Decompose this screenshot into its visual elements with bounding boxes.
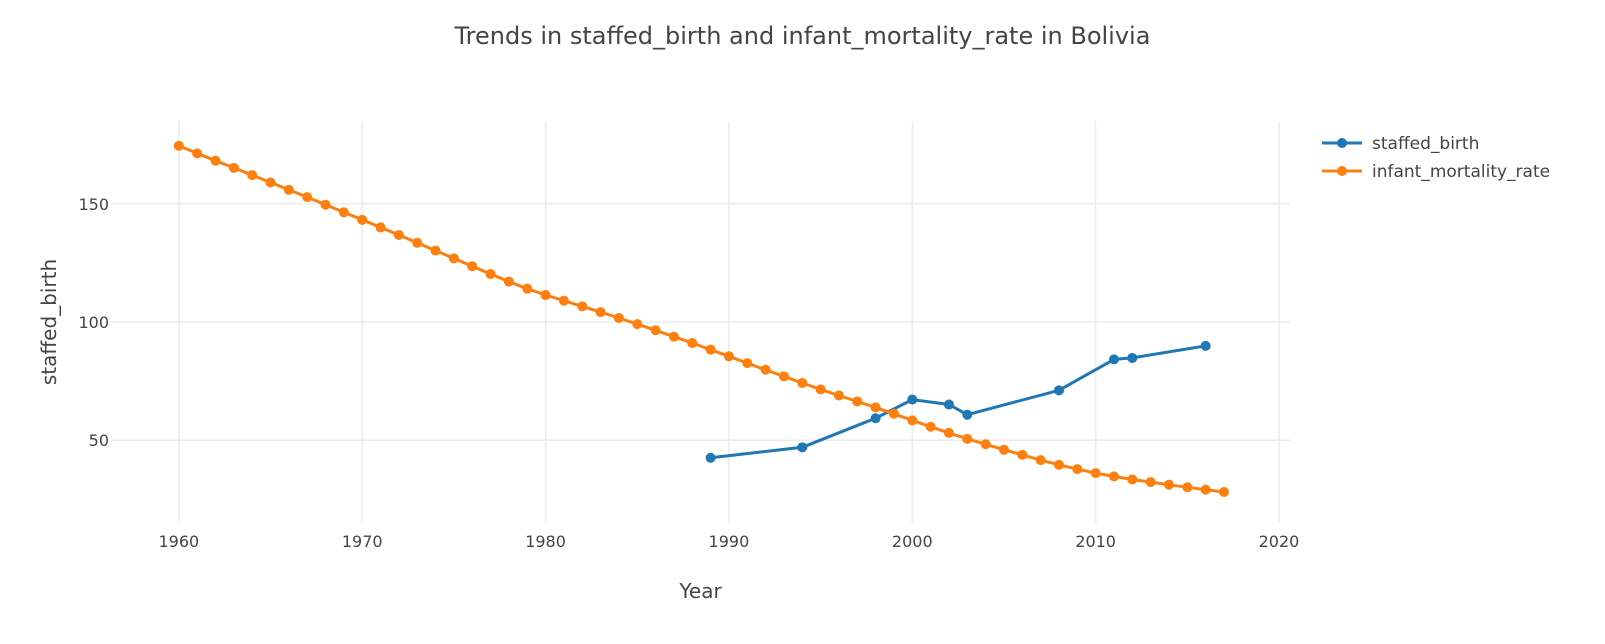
data-point[interactable]	[650, 325, 661, 336]
data-point[interactable]	[228, 162, 239, 173]
data-point[interactable]	[632, 319, 643, 330]
data-point[interactable]	[907, 394, 918, 405]
legend-item[interactable]: staffed_birth	[1322, 134, 1479, 154]
data-point[interactable]	[962, 433, 973, 444]
data-point[interactable]	[302, 192, 313, 203]
legend-item[interactable]: infant_mortality_rate	[1322, 162, 1550, 182]
data-point[interactable]	[1072, 464, 1083, 475]
data-point[interactable]	[430, 245, 441, 256]
data-point[interactable]	[980, 439, 991, 450]
data-point[interactable]	[467, 261, 478, 272]
series-staffed_birth	[705, 340, 1211, 463]
data-point[interactable]	[192, 148, 203, 159]
data-point[interactable]	[613, 312, 624, 323]
data-point[interactable]	[852, 396, 863, 407]
data-point[interactable]	[1053, 385, 1064, 396]
data-point[interactable]	[595, 307, 606, 318]
data-point[interactable]	[1218, 487, 1229, 498]
data-point[interactable]	[375, 222, 386, 233]
y-tick-label: 150	[78, 195, 109, 214]
legend-label: infant_mortality_rate	[1372, 162, 1550, 182]
data-point[interactable]	[503, 276, 514, 287]
data-point[interactable]	[1127, 352, 1138, 363]
data-point[interactable]	[962, 409, 973, 420]
data-point[interactable]	[943, 427, 954, 438]
data-point[interactable]	[888, 408, 899, 419]
tick-labels: 1960 1970 1980 1990 2000 2010 2020 50 100 150	[78, 195, 1299, 551]
data-point[interactable]	[485, 268, 496, 279]
data-point[interactable]	[1108, 354, 1119, 365]
data-point[interactable]	[1090, 468, 1101, 479]
data-point[interactable]	[173, 140, 184, 151]
data-point[interactable]	[338, 207, 349, 218]
series	[173, 140, 1229, 498]
chart-title: Trends in staffed_birth and infant_morta…	[454, 22, 1151, 50]
data-point[interactable]	[742, 358, 753, 369]
x-tick-label: 1960	[158, 532, 199, 551]
data-point[interactable]	[907, 415, 918, 426]
legend[interactable]: staffed_birth infant_mortality_rate	[1322, 134, 1550, 182]
data-point[interactable]	[778, 371, 789, 382]
data-point[interactable]	[870, 402, 881, 413]
legend-marker	[1337, 166, 1347, 176]
data-point[interactable]	[393, 229, 404, 240]
data-point[interactable]	[815, 384, 826, 395]
data-point[interactable]	[577, 301, 588, 312]
data-point[interactable]	[833, 390, 844, 401]
x-tick-label: 1990	[709, 532, 750, 551]
data-point[interactable]	[998, 444, 1009, 455]
data-point[interactable]	[1182, 482, 1193, 493]
x-tick-label: 2010	[1075, 532, 1116, 551]
series-infant_mortality_rate	[173, 140, 1229, 498]
data-point[interactable]	[1017, 449, 1028, 460]
x-tick-label: 2020	[1259, 532, 1300, 551]
data-point[interactable]	[522, 283, 533, 294]
data-point[interactable]	[1200, 340, 1211, 351]
data-point[interactable]	[412, 237, 423, 248]
legend-marker	[1337, 138, 1347, 148]
data-point[interactable]	[448, 253, 459, 264]
data-point[interactable]	[357, 214, 368, 225]
data-point[interactable]	[540, 290, 551, 301]
data-point[interactable]	[320, 199, 331, 210]
data-point[interactable]	[797, 378, 808, 389]
x-tick-label: 1970	[342, 532, 383, 551]
y-axis-title: staffed_birth	[37, 259, 61, 385]
data-point[interactable]	[1108, 471, 1119, 482]
y-tick-label: 50	[89, 431, 109, 450]
data-point[interactable]	[760, 364, 771, 375]
series-line	[178, 144, 1225, 494]
data-point[interactable]	[687, 338, 698, 349]
data-point[interactable]	[1163, 479, 1174, 490]
data-point[interactable]	[1127, 474, 1138, 485]
data-point[interactable]	[797, 442, 808, 453]
data-point[interactable]	[210, 155, 221, 166]
x-axis-title: Year	[678, 579, 722, 603]
legend-label: staffed_birth	[1372, 134, 1479, 154]
data-point[interactable]	[705, 452, 716, 463]
x-tick-label: 2000	[892, 532, 933, 551]
data-point[interactable]	[558, 295, 569, 306]
data-point[interactable]	[1145, 477, 1156, 488]
data-point[interactable]	[247, 170, 258, 181]
data-point[interactable]	[723, 351, 734, 362]
grid	[111, 121, 1290, 523]
data-point[interactable]	[1035, 455, 1046, 466]
data-point[interactable]	[1053, 459, 1064, 470]
data-point[interactable]	[943, 399, 954, 410]
data-point[interactable]	[668, 331, 679, 342]
data-point[interactable]	[283, 184, 294, 195]
series-line	[710, 344, 1206, 460]
data-point[interactable]	[925, 421, 936, 432]
y-tick-label: 100	[78, 313, 109, 332]
data-point[interactable]	[870, 413, 881, 424]
data-point[interactable]	[1200, 484, 1211, 495]
data-point[interactable]	[265, 177, 276, 188]
x-tick-label: 1980	[525, 532, 566, 551]
data-point[interactable]	[705, 344, 716, 355]
